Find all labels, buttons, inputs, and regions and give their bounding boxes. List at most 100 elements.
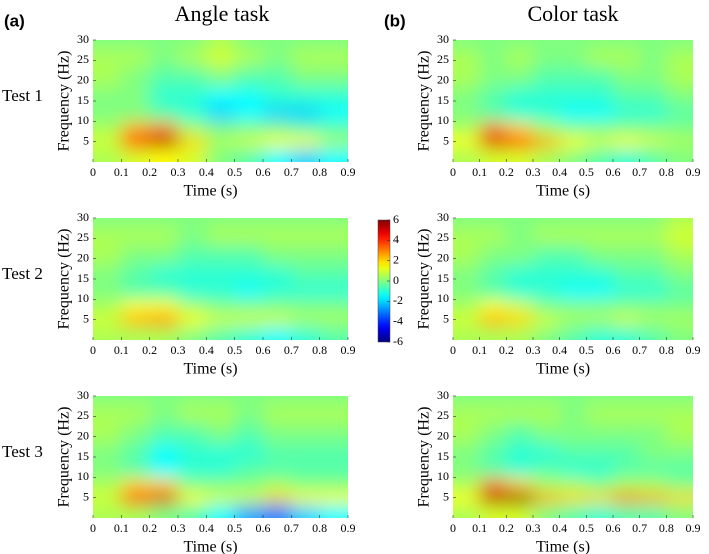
heatmap-cell xyxy=(206,264,236,284)
heatmap-cell xyxy=(149,244,179,266)
x-tick-label: 0.7 xyxy=(284,343,299,357)
row-label: Test 3 xyxy=(2,442,43,461)
heatmap-cell xyxy=(586,264,614,284)
heatmap-cell xyxy=(206,477,236,493)
heatmap-cells xyxy=(93,218,348,340)
heatmap-cell xyxy=(206,105,236,122)
heatmap-cell xyxy=(263,121,292,137)
heatmap-cell xyxy=(506,218,534,227)
heatmap-cell xyxy=(586,325,614,340)
heatmap-cell xyxy=(234,503,264,518)
heatmap-cell xyxy=(453,135,481,149)
heatmap-cell xyxy=(319,66,348,88)
heatmap-cell xyxy=(93,66,122,88)
heatmap-cell xyxy=(121,477,151,493)
heatmap-cell xyxy=(533,86,561,106)
y-tick-label: 30 xyxy=(77,32,89,46)
x-tick-label: 0.2 xyxy=(499,165,514,179)
x-tick-label: 0.1 xyxy=(472,521,487,535)
heatmap-cell xyxy=(93,299,122,315)
heatmap-cell xyxy=(479,299,507,315)
heatmap-cell xyxy=(666,244,693,266)
heatmap-cell xyxy=(533,48,561,67)
heatmap-cell xyxy=(666,313,693,327)
heatmap-cell xyxy=(121,66,151,88)
heatmap-cell xyxy=(263,503,292,518)
heatmap-cell xyxy=(291,477,321,493)
heatmap-cell xyxy=(666,477,693,493)
colorbar-tick-label: -4 xyxy=(393,313,403,327)
heatmap-cell xyxy=(149,121,179,137)
heatmap-cell xyxy=(586,121,614,137)
heatmap-cell xyxy=(533,313,561,327)
heatmap-cell xyxy=(666,283,693,300)
heatmap-cell xyxy=(613,147,641,162)
heatmap-cell xyxy=(639,491,667,505)
y-tick-label: 15 xyxy=(437,271,449,285)
heatmap-cell xyxy=(533,40,561,49)
heatmap-cell xyxy=(178,299,207,315)
heatmap-cell xyxy=(263,218,292,227)
heatmap-cell xyxy=(613,491,641,505)
heatmap-cell xyxy=(319,442,348,462)
heatmap-cell xyxy=(149,218,179,227)
heatmap-cell xyxy=(453,477,481,493)
heatmap-cell xyxy=(666,264,693,284)
heatmap-cell xyxy=(639,503,667,518)
heatmap-cell xyxy=(506,147,534,162)
x-tick-label: 0 xyxy=(450,165,456,179)
heatmap-cell xyxy=(479,404,507,423)
y-tick-label: 15 xyxy=(77,449,89,463)
heatmap-cell xyxy=(479,283,507,300)
colorbar-tick-label: 6 xyxy=(393,212,399,226)
heatmap-cell xyxy=(506,404,534,423)
x-tick-label: 0.7 xyxy=(284,521,299,535)
heatmap-cell xyxy=(613,313,641,327)
heatmap-cell xyxy=(319,135,348,149)
x-tick-label: 0.1 xyxy=(472,343,487,357)
heatmap-cell xyxy=(559,105,587,122)
y-tick-label: 30 xyxy=(437,388,449,402)
heatmap-cell xyxy=(234,244,264,266)
heatmap-cell xyxy=(586,147,614,162)
heatmap-cell xyxy=(93,264,122,284)
heatmap-cell xyxy=(263,442,292,462)
heatmap-cell xyxy=(453,313,481,327)
heatmap-cell xyxy=(263,264,292,284)
heatmap-cell xyxy=(559,244,587,266)
heatmap-cell xyxy=(291,503,321,518)
heatmap-cell xyxy=(206,66,236,88)
heatmap-cell xyxy=(319,491,348,505)
x-tick-label: 0.1 xyxy=(114,165,129,179)
heatmap-cell xyxy=(559,491,587,505)
heatmap-cell xyxy=(586,461,614,478)
heatmap-cell xyxy=(121,299,151,315)
heatmap-cell xyxy=(586,491,614,505)
heatmap-cell xyxy=(639,404,667,423)
heatmap-cell xyxy=(586,66,614,88)
heatmap-cell xyxy=(93,503,122,518)
heatmap-cell xyxy=(639,477,667,493)
y-tick-label: 25 xyxy=(437,230,449,244)
heatmap-cell xyxy=(533,218,561,227)
x-tick-label: 0.5 xyxy=(579,343,594,357)
heatmap-cell xyxy=(263,299,292,315)
heatmap-cell xyxy=(586,48,614,67)
x-tick-label: 0.5 xyxy=(579,521,594,535)
heatmap-cell xyxy=(613,105,641,122)
heatmap-cell xyxy=(93,442,122,462)
heatmap-cell xyxy=(178,147,207,162)
heatmap-cell xyxy=(291,491,321,505)
heatmap-cell xyxy=(178,66,207,88)
x-tick-label: 0.8 xyxy=(312,521,327,535)
heatmap-cell xyxy=(149,491,179,505)
heatmap-cell xyxy=(559,218,587,227)
heatmap-cell xyxy=(234,299,264,315)
heatmap-cell xyxy=(93,105,122,122)
heatmap-cell xyxy=(234,226,264,245)
heatmap-cell xyxy=(479,461,507,478)
heatmap-cell xyxy=(559,147,587,162)
heatmap-cell xyxy=(291,244,321,266)
heatmap-cell xyxy=(559,226,587,245)
y-tick-label: 5 xyxy=(443,311,449,325)
